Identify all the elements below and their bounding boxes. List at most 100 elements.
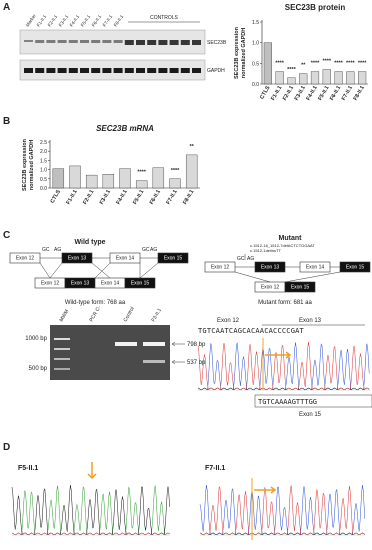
exon-label: Exon 13 [261, 265, 280, 271]
significance: **** [358, 61, 367, 67]
sample-label: F5-II.1 [18, 465, 38, 472]
chromatogram [11, 485, 170, 536]
x-tick-label: F6-II.1 [149, 189, 162, 206]
x-tick-label: F8-II.1 [182, 189, 195, 206]
panel-label: A [3, 2, 10, 13]
band [80, 40, 89, 43]
exon-label: Exon 15 [291, 285, 310, 291]
band [113, 40, 123, 43]
x-tick-label: F7-II.1 [166, 189, 179, 206]
chart-title: SEC23B mRNA [96, 124, 154, 133]
lane-label: F1-II.1 [36, 14, 48, 28]
significance: **** [137, 170, 146, 176]
exon-label: Exon 15 [164, 256, 183, 262]
arrow [265, 351, 292, 359]
sequence: TGTCAATCAGCACAACACCCCGAT [198, 327, 305, 335]
blot-gapdh [19, 59, 206, 81]
sample-label: F7-II.1 [205, 465, 225, 472]
bar [52, 168, 65, 189]
gel [50, 325, 170, 380]
lane-label: F5-II.1 [80, 14, 92, 28]
x-tick-label: F2-II.1 [82, 189, 95, 206]
bar [69, 165, 81, 189]
y-tick-label: 0.0 [40, 186, 47, 192]
band [24, 40, 33, 42]
bar [152, 167, 165, 189]
variant-label: c.1512-1delinsTT [250, 248, 281, 253]
y-tick-label: 1.0 [252, 41, 259, 47]
y-axis-label: normalized GAPDH [29, 140, 35, 190]
site-label: GC [42, 247, 50, 253]
exon-label: Exon 14 [116, 256, 135, 262]
arrow [171, 341, 185, 365]
exon-label: Exon 13 [68, 256, 87, 262]
exon-label: Exon 13 [299, 318, 322, 324]
band [113, 68, 123, 73]
bar [310, 71, 320, 85]
bar [275, 71, 284, 85]
y-tick-label: 0.5 [40, 177, 47, 183]
band [192, 40, 201, 45]
y-tick-label: 2.0 [40, 149, 47, 155]
band [57, 40, 67, 43]
band [102, 40, 112, 43]
form-label: Mutant form: 681 aa [258, 300, 312, 306]
diagram-title: Wild type [74, 239, 105, 246]
band [169, 68, 179, 73]
site-label: AG [247, 256, 254, 262]
diagram-title: Mutant [279, 235, 303, 242]
x-tick-label: F3-II.1 [99, 189, 112, 206]
x-tick-label: F5-II.1 [132, 189, 145, 206]
trace [197, 342, 370, 391]
band [46, 68, 56, 73]
exon-label: Exon 12 [16, 256, 35, 262]
bar [263, 42, 272, 85]
bar [346, 71, 355, 85]
y-tick-label: 0.5 [252, 61, 259, 67]
exon-label: Exon 15 [299, 412, 322, 418]
exon-label: Exon 12 [211, 265, 230, 271]
chromatogram [199, 485, 366, 536]
site-label: GC [237, 256, 245, 262]
trace [199, 485, 365, 536]
band-label: SEC23B [207, 40, 227, 46]
exon-label: Exon 12 [261, 285, 280, 291]
gel-lane: PCR C- [89, 305, 103, 323]
band [147, 40, 157, 45]
y-axis-label: SEC23B expression [234, 26, 240, 79]
trace [197, 342, 370, 391]
significance: **** [322, 59, 331, 65]
x-tick-label: F4-II.1 [116, 189, 129, 206]
gel-lane: Control [123, 306, 136, 323]
significance: **** [287, 67, 296, 73]
x-tick-label: CTLS [50, 189, 63, 205]
mutant-diagram [204, 254, 371, 293]
significance: **** [171, 168, 180, 174]
site-label: AG [150, 247, 157, 253]
exon-label: Exon 15 [346, 265, 365, 271]
band [24, 68, 33, 73]
group-label: CONTROLS [150, 15, 178, 21]
band [192, 68, 201, 73]
band [68, 40, 78, 43]
significance: **** [346, 61, 355, 67]
band [147, 68, 157, 73]
alt-sequence: TGTCAAAAGTTTGG [258, 398, 317, 406]
x-tick-label: F1-II.1 [66, 189, 79, 206]
band [180, 68, 190, 73]
band [35, 40, 45, 43]
band [91, 68, 101, 73]
arrow [254, 486, 277, 494]
band [80, 68, 89, 73]
exon-label: Exon 15 [131, 281, 150, 287]
band-label: GAPDH [207, 68, 225, 74]
lane-label: F2-II.1 [47, 14, 59, 28]
lane-label: F7-II.1 [102, 14, 114, 28]
trace [199, 485, 366, 536]
bar [358, 71, 367, 85]
band [68, 68, 78, 73]
exon-label: Exon 14 [101, 281, 120, 287]
gel-bands [54, 338, 165, 370]
gel-lane: MWM [59, 309, 71, 323]
